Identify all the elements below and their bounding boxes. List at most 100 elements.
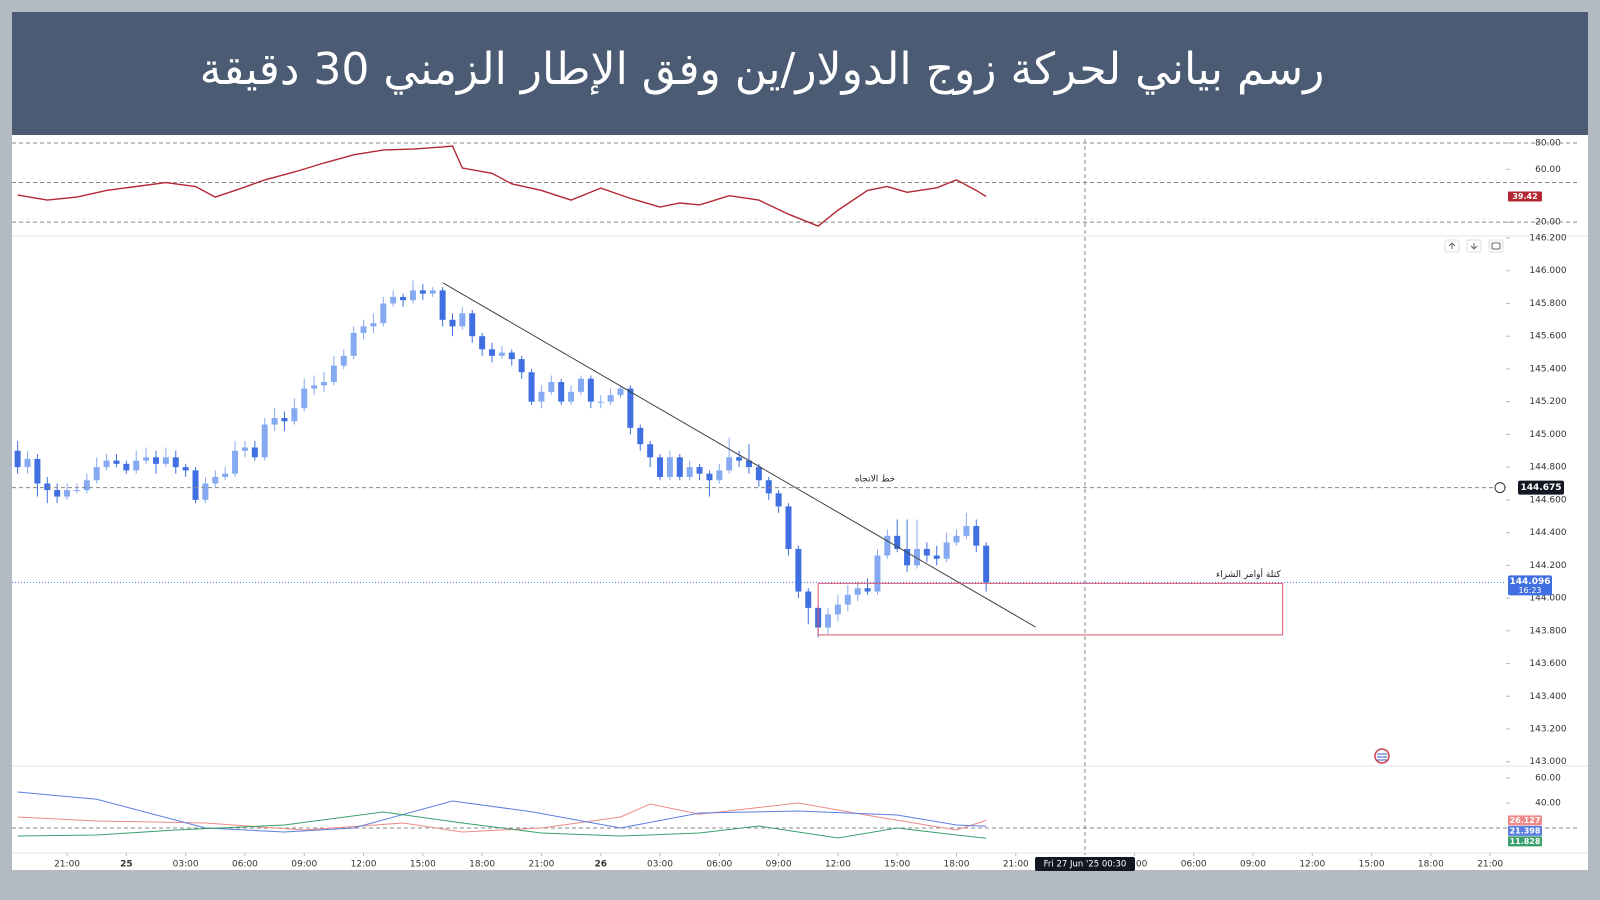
- y-tick-label: 40.00: [1535, 799, 1561, 809]
- y-tick-label: 144.600: [1529, 495, 1566, 505]
- x-tick-label: 21:00: [54, 860, 80, 870]
- indicator-value-box: [1508, 815, 1542, 826]
- toolbar[interactable]: [1444, 239, 1504, 253]
- y-tick-label: 146.200: [1529, 234, 1566, 244]
- candle-body: [34, 458, 41, 484]
- candle-body: [973, 526, 980, 546]
- candle-body: [202, 483, 209, 500]
- x-tick-label: 06:00: [1181, 860, 1207, 870]
- countdown-label: 16:23: [1518, 586, 1541, 595]
- x-tick-label: 06:00: [706, 860, 732, 870]
- candle-body: [726, 457, 733, 471]
- x-tick-label: 15:00: [884, 860, 910, 870]
- y-tick-label: 60.00: [1535, 774, 1561, 784]
- y-tick-label: 60.00: [1535, 165, 1561, 175]
- candle-body: [419, 290, 426, 294]
- candle-body: [83, 480, 90, 491]
- x-tick-label: 12:00: [1299, 860, 1325, 870]
- candle-body: [538, 391, 545, 402]
- x-tick-label: 09:00: [291, 860, 317, 870]
- reset-button[interactable]: [1488, 239, 1504, 253]
- candle-body: [439, 290, 446, 320]
- flag-icon: [1377, 753, 1387, 761]
- candle-body: [508, 352, 515, 360]
- x-tick-label: 18:00: [469, 860, 495, 870]
- candle-body: [913, 548, 920, 566]
- candle-body: [884, 535, 891, 556]
- scroll-down-button[interactable]: [1466, 239, 1482, 253]
- candle-body: [666, 457, 673, 477]
- candle-body: [864, 588, 871, 592]
- candle-body: [380, 303, 387, 324]
- candle-body: [14, 450, 21, 468]
- candle-body: [479, 336, 486, 350]
- candle-body: [834, 604, 841, 615]
- x-tick-label: 15:00: [410, 860, 436, 870]
- candle-body: [933, 555, 940, 559]
- candle-body: [676, 457, 683, 477]
- candle-body: [212, 476, 219, 484]
- y-tick-label: 145.000: [1529, 430, 1566, 440]
- indicator-value-label: 39.42: [1512, 192, 1537, 201]
- x-tick-label: 03:00: [647, 860, 673, 870]
- x-tick-label: 15:00: [1359, 860, 1385, 870]
- y-tick-label: 145.800: [1529, 299, 1566, 309]
- indicator-value-box: [1508, 836, 1542, 847]
- candle-body: [469, 313, 476, 337]
- candle-body: [54, 490, 61, 497]
- y-tick-label: 144.400: [1529, 528, 1566, 538]
- last-price-box: [1508, 575, 1552, 596]
- y-tick-label: 146.000: [1529, 266, 1566, 276]
- candle-body: [232, 450, 239, 474]
- indicator-line: [17, 145, 987, 227]
- candle-body: [271, 418, 278, 425]
- x-tick-label: 26: [594, 860, 607, 870]
- candle-body: [251, 447, 258, 458]
- candle-body: [844, 594, 851, 605]
- candle-body: [607, 395, 614, 402]
- chart-area: [12, 135, 1588, 870]
- scroll-up-button[interactable]: [1444, 239, 1460, 253]
- event-flag[interactable]: [1374, 748, 1390, 764]
- candle-body: [943, 542, 950, 559]
- candle-body: [518, 359, 525, 373]
- candle-body: [222, 473, 229, 477]
- candle-body: [350, 332, 357, 356]
- candle-body: [152, 457, 159, 464]
- candle-body: [498, 352, 505, 356]
- indicator-value-label: 11.828: [1510, 837, 1541, 846]
- x-tick-label: 18:00: [944, 860, 970, 870]
- crosshair-price-label: 144.675: [1521, 483, 1562, 493]
- indicator-value-box: [1508, 825, 1542, 836]
- candle-body: [696, 467, 703, 474]
- y-tick-label: 143.800: [1529, 626, 1566, 636]
- y-tick-label: 145.400: [1529, 364, 1566, 374]
- candle-body: [568, 391, 575, 402]
- crosshair-plus-icon: [1494, 482, 1506, 494]
- candle-body: [281, 418, 288, 422]
- candle-body: [291, 408, 298, 422]
- x-tick-label: 21:00: [1003, 860, 1029, 870]
- title-banner: [12, 12, 1588, 135]
- candle-body: [775, 493, 782, 507]
- candle-body: [321, 382, 328, 386]
- y-tick-label: 143.000: [1529, 757, 1566, 767]
- trendline-label: خط الاتجاه: [855, 475, 895, 485]
- candle-body: [597, 401, 604, 403]
- x-tick-label: 21:00: [528, 860, 554, 870]
- candle-body: [923, 548, 930, 556]
- trendline: [442, 282, 1036, 628]
- candle-body: [953, 535, 960, 543]
- x-tick-label: 21:00: [1477, 860, 1503, 870]
- candle-body: [162, 457, 169, 464]
- flag-circle[interactable]: [1374, 748, 1390, 764]
- y-tick-label: 144.800: [1529, 463, 1566, 473]
- candle-body: [301, 388, 308, 409]
- candle-body: [647, 444, 654, 458]
- candle-body: [686, 467, 693, 477]
- candle-body: [528, 372, 535, 402]
- candle-body: [716, 470, 723, 481]
- indicator-line: [17, 791, 987, 833]
